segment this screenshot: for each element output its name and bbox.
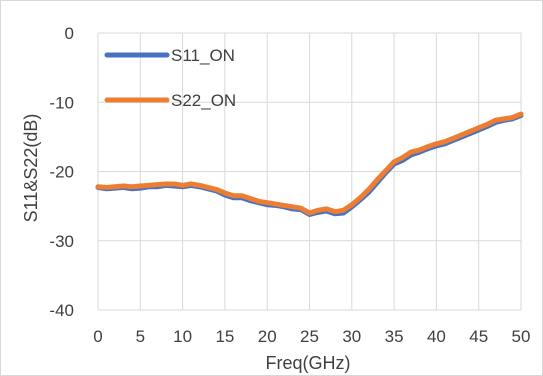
- x-tick-label: 10: [173, 327, 192, 346]
- y-tick-label: -40: [49, 301, 74, 320]
- x-tick-label: 35: [385, 327, 404, 346]
- x-tick-label: 30: [342, 327, 361, 346]
- x-tick-label: 20: [258, 327, 277, 346]
- legend: S11_ON S22_ON: [104, 46, 236, 110]
- y-tick-label: -10: [49, 93, 74, 112]
- y-tick-label: -30: [49, 232, 74, 251]
- series-line-s22-on: [95, 111, 524, 216]
- x-tick-label: 0: [93, 327, 102, 346]
- x-tick-label: 15: [215, 327, 234, 346]
- y-axis-title: S11&S22(dB): [21, 114, 41, 223]
- x-tick-label: 45: [469, 327, 488, 346]
- x-tick-label: 5: [136, 327, 145, 346]
- tick-labels: 0 5 10 15 20 25 30 35 40 45 50 0 -10 -20 -30 -40: [49, 24, 530, 346]
- y-tick-label: 0: [65, 24, 74, 43]
- gridlines: [97, 32, 522, 311]
- y-tick-label: -20: [49, 163, 74, 182]
- x-axis-title: Freq(GHz): [266, 353, 351, 373]
- legend-label-s11: S11_ON: [171, 46, 235, 65]
- x-tick-label: 50: [512, 327, 531, 346]
- series-lines: [95, 111, 524, 217]
- x-tick-label: 40: [427, 327, 446, 346]
- x-tick-label: 25: [300, 327, 319, 346]
- legend-label-s22: S22_ON: [171, 91, 236, 110]
